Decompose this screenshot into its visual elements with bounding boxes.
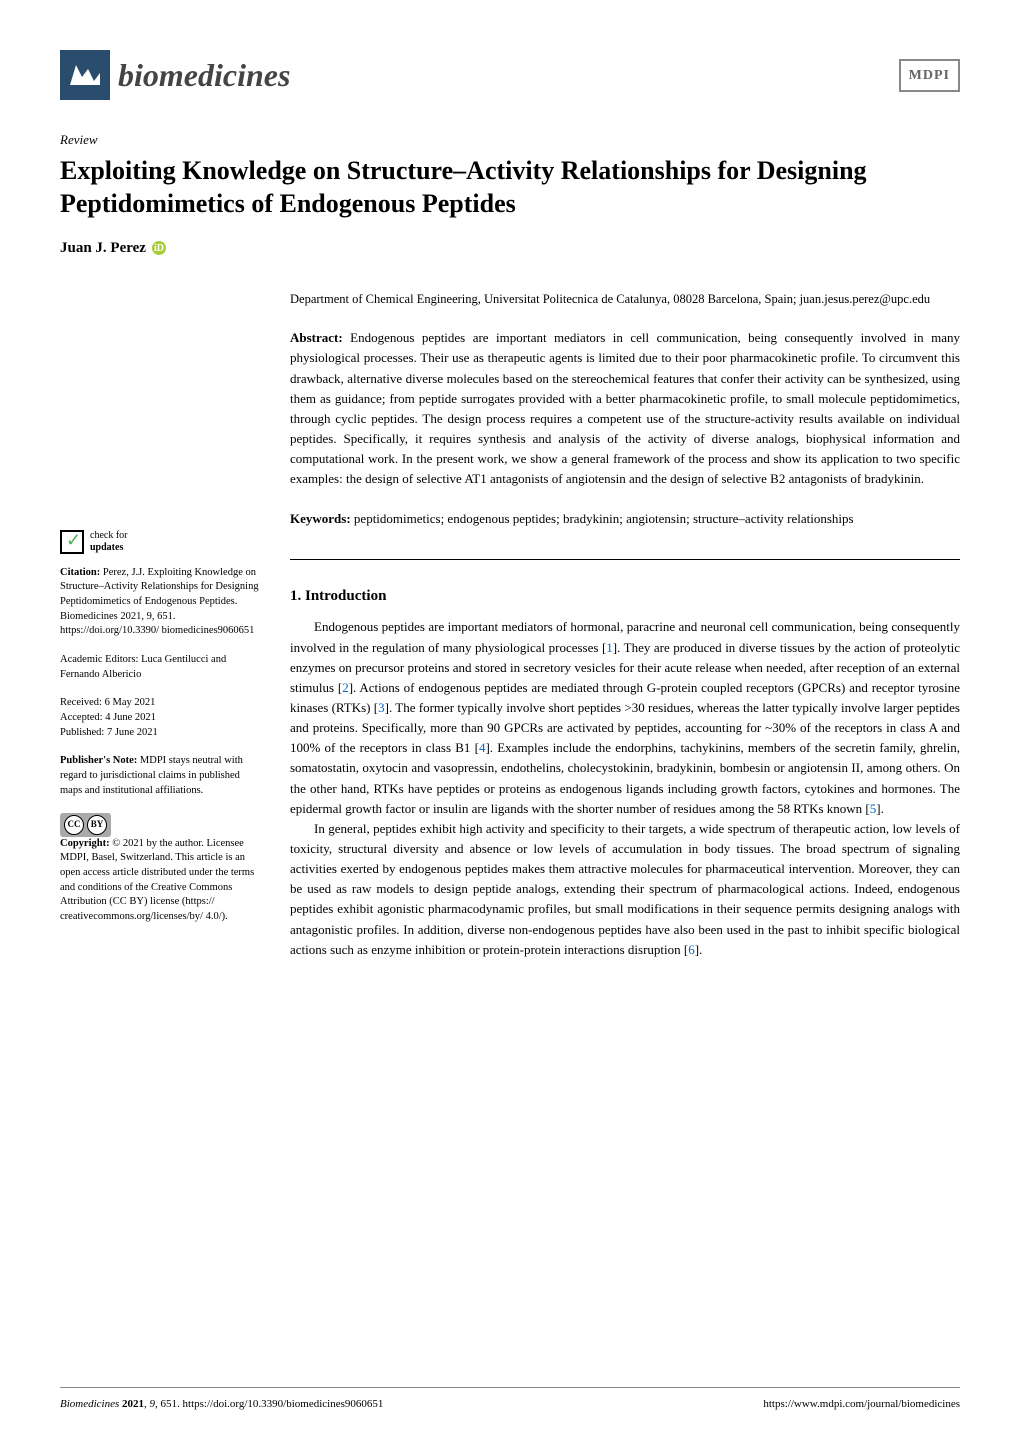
publisher-logo: MDPI <box>899 59 960 92</box>
accepted-text: 4 June 2021 <box>103 712 156 723</box>
citation-label: Citation: <box>60 567 100 578</box>
accepted-label: Accepted: <box>60 712 103 723</box>
orcid-icon[interactable]: iD <box>152 241 166 255</box>
article-title: Exploiting Knowledge on Structure–Activi… <box>60 154 960 222</box>
journal-icon <box>60 50 110 100</box>
footer-left: Biomedicines 2021, 9, 651. https://doi.o… <box>60 1396 383 1413</box>
journal-logo: biomedicines <box>60 50 290 100</box>
published-text: 7 June 2021 <box>104 727 157 738</box>
published-label: Published: <box>60 727 104 738</box>
main-content: Department of Chemical Engineering, Univ… <box>290 290 960 960</box>
keywords-text: peptidomimetics; endogenous peptides; br… <box>351 511 854 526</box>
received-label: Received: <box>60 697 102 708</box>
by-icon: BY <box>87 815 107 835</box>
abstract-label: Abstract: <box>290 330 343 345</box>
page-container: biomedicines MDPI Review Exploiting Know… <box>0 0 1020 1442</box>
copyright-label: Copyright: <box>60 838 110 849</box>
author-line: Juan J. Perez iD <box>60 237 960 260</box>
page-footer: Biomedicines 2021, 9, 651. https://doi.o… <box>60 1387 960 1413</box>
check-icon <box>60 530 84 554</box>
page-header: biomedicines MDPI <box>60 50 960 100</box>
received-text: 6 May 2021 <box>102 697 155 708</box>
editors-label: Academic Editors: <box>60 654 138 665</box>
affiliation: Department of Chemical Engineering, Univ… <box>290 290 960 309</box>
keywords-label: Keywords: <box>290 511 351 526</box>
cc-icon: CC <box>64 815 84 835</box>
check-updates-text: check forupdates <box>90 530 127 554</box>
sidebar: check forupdates Citation: Perez, J.J. E… <box>60 290 260 960</box>
section-divider <box>290 559 960 560</box>
paragraph-2: In general, peptides exhibit high activi… <box>290 819 960 960</box>
article-type: Review <box>60 130 960 150</box>
section-heading: 1. Introduction <box>290 585 960 608</box>
check-updates[interactable]: check forupdates <box>60 530 260 554</box>
publisher-note-label: Publisher's Note: <box>60 755 137 766</box>
content-wrapper: check forupdates Citation: Perez, J.J. E… <box>60 290 960 960</box>
keywords: Keywords: peptidomimetics; endogenous pe… <box>290 509 960 529</box>
cc-badge: CC BY <box>60 813 111 837</box>
abstract-text: Endogenous peptides are important mediat… <box>290 330 960 486</box>
publisher-note-block: Publisher's Note: MDPI stays neutral wit… <box>60 754 260 798</box>
editors-block: Academic Editors: Luca Gentilucci and Fe… <box>60 653 260 682</box>
copyright-block: Copyright: © 2021 by the author. License… <box>60 837 260 925</box>
author-name: Juan J. Perez <box>60 237 146 260</box>
footer-right: https://www.mdpi.com/journal/biomedicine… <box>763 1396 960 1413</box>
citation-block: Citation: Perez, J.J. Exploiting Knowled… <box>60 566 260 639</box>
paragraph-1: Endogenous peptides are important mediat… <box>290 617 960 818</box>
abstract: Abstract: Endogenous peptides are import… <box>290 328 960 489</box>
dates-block: Received: 6 May 2021 Accepted: 4 June 20… <box>60 696 260 740</box>
journal-name: biomedicines <box>118 51 290 99</box>
copyright-text: © 2021 by the author. Licensee MDPI, Bas… <box>60 838 254 922</box>
